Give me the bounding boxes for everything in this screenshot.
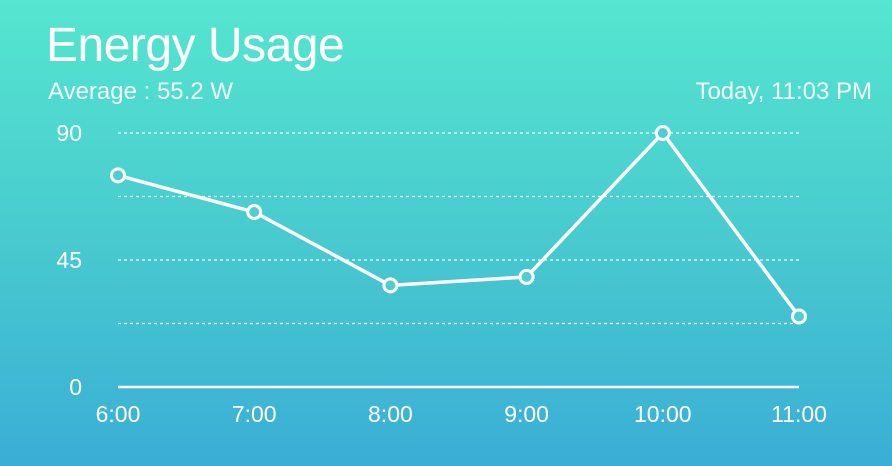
average-label: Average : 55.2 W bbox=[48, 78, 233, 105]
y-tick-label: 45 bbox=[56, 247, 82, 273]
data-point bbox=[791, 308, 807, 325]
data-point bbox=[382, 277, 399, 294]
x-tick-label: 11:00 bbox=[771, 401, 827, 427]
x-tick-label: 7:00 bbox=[232, 401, 277, 427]
y-tick-label: 0 bbox=[69, 374, 82, 400]
x-tick-label: 10:00 bbox=[634, 401, 692, 427]
data-point bbox=[110, 167, 126, 184]
x-tick-label: 6:00 bbox=[96, 401, 141, 427]
chart-title: Energy Usage bbox=[46, 19, 345, 72]
data-point bbox=[518, 268, 535, 285]
x-tick-label: 9:00 bbox=[504, 401, 549, 427]
data-point bbox=[246, 204, 263, 221]
series-line bbox=[116, 131, 801, 319]
timestamp-label: Today, 11:03 PM bbox=[695, 78, 872, 105]
data-point bbox=[654, 125, 671, 141]
x-tick-label: 8:00 bbox=[368, 401, 413, 427]
y-tick-label: 90 bbox=[56, 120, 82, 146]
